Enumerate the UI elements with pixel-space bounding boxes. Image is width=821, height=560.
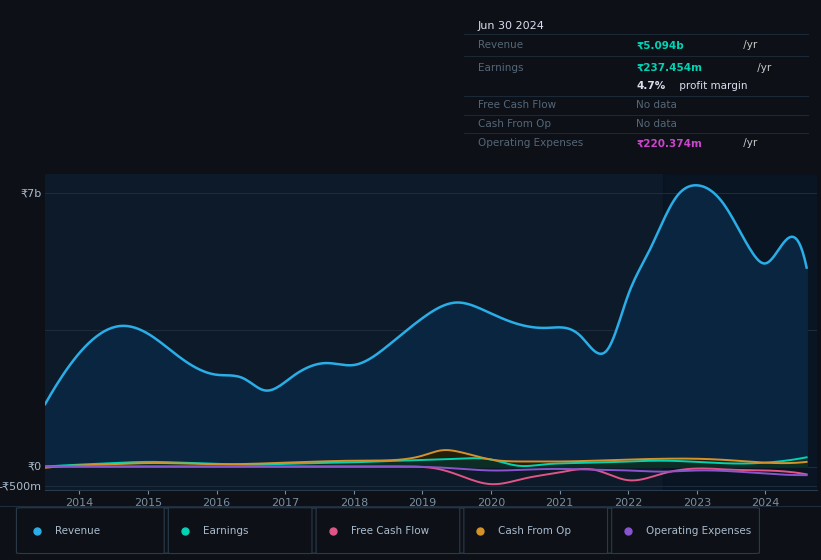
Text: ₹220.374m: ₹220.374m — [636, 138, 702, 148]
Text: Cash From Op: Cash From Op — [478, 119, 551, 129]
Text: Revenue: Revenue — [55, 526, 100, 535]
Text: Operating Expenses: Operating Expenses — [646, 526, 751, 535]
Bar — [663, 174, 820, 490]
Text: /yr: /yr — [740, 40, 757, 50]
Text: Revenue: Revenue — [478, 40, 523, 50]
Text: No data: No data — [636, 119, 677, 129]
Text: No data: No data — [636, 100, 677, 110]
Text: ₹5.094b: ₹5.094b — [636, 40, 684, 50]
Text: profit margin: profit margin — [676, 81, 747, 91]
Text: Cash From Op: Cash From Op — [498, 526, 571, 535]
Text: Jun 30 2024: Jun 30 2024 — [478, 21, 544, 31]
Text: /yr: /yr — [740, 138, 757, 148]
Text: /yr: /yr — [754, 63, 771, 73]
Text: 4.7%: 4.7% — [636, 81, 666, 91]
Text: Free Cash Flow: Free Cash Flow — [478, 100, 556, 110]
Text: Operating Expenses: Operating Expenses — [478, 138, 583, 148]
Text: Earnings: Earnings — [203, 526, 248, 535]
Text: -₹500m: -₹500m — [0, 481, 41, 491]
Text: Earnings: Earnings — [478, 63, 523, 73]
Text: ₹0: ₹0 — [27, 461, 41, 472]
Text: ₹237.454m: ₹237.454m — [636, 63, 702, 73]
Text: ₹7b: ₹7b — [20, 188, 41, 198]
Text: Free Cash Flow: Free Cash Flow — [351, 526, 429, 535]
